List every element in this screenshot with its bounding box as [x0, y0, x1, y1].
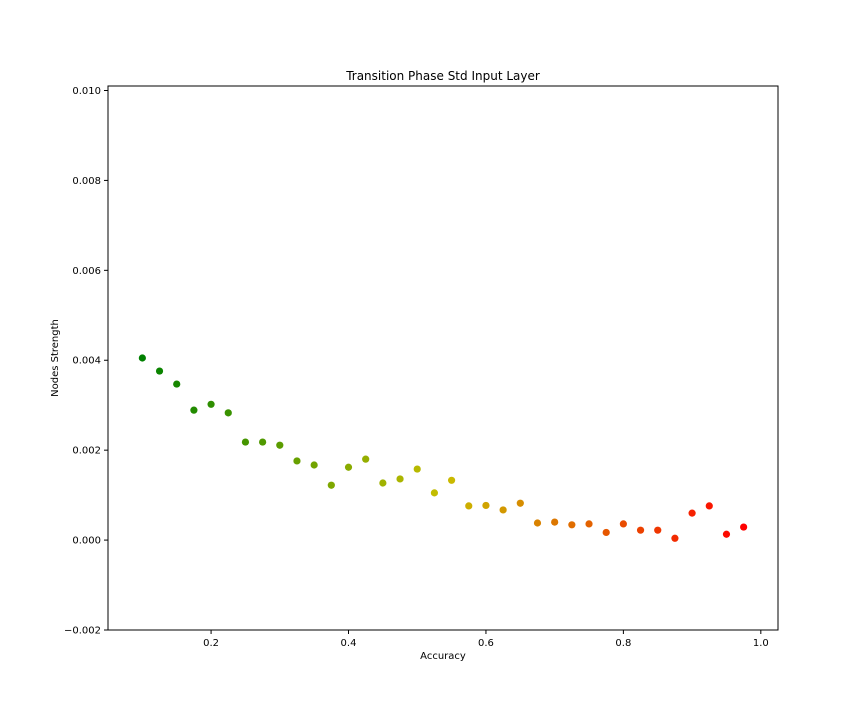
data-point — [190, 406, 198, 414]
data-point — [327, 481, 335, 489]
x-axis-ticks: 0.2 0.4 0.6 0.8 1.0 — [203, 630, 769, 649]
data-point — [551, 518, 559, 526]
data-point — [173, 380, 181, 388]
data-point — [722, 530, 731, 538]
data-point — [259, 438, 267, 446]
data-point — [585, 520, 593, 528]
y-tick-label: 0.000 — [72, 536, 101, 547]
data-point — [654, 526, 662, 534]
data-point — [619, 520, 627, 528]
data-point — [276, 441, 284, 449]
data-point — [533, 519, 542, 527]
data-point — [207, 400, 215, 408]
data-point — [447, 476, 456, 484]
y-axis-ticks: −0.002 0.000 0.002 0.004 0.006 0.008 0.010 — [64, 86, 108, 637]
chart-title: Transition Phase Std Input Layer — [345, 69, 540, 83]
data-point — [396, 475, 404, 483]
data-point — [516, 499, 524, 507]
data-point — [740, 523, 748, 531]
data-point — [688, 509, 696, 517]
data-point — [344, 463, 353, 471]
data-point — [310, 461, 318, 469]
y-tick-label: −0.002 — [64, 626, 101, 637]
y-tick-label: 0.004 — [72, 356, 101, 367]
data-point — [636, 526, 645, 534]
data-point — [482, 501, 490, 510]
data-point — [224, 409, 232, 417]
data-point — [465, 502, 473, 510]
data-point — [155, 367, 164, 375]
x-tick-label: 1.0 — [753, 638, 769, 649]
y-tick-label: 0.010 — [72, 86, 101, 97]
data-point — [568, 521, 576, 529]
data-point — [413, 465, 421, 473]
data-point — [705, 502, 713, 510]
y-tick-label: 0.002 — [72, 446, 101, 457]
x-tick-label: 0.8 — [615, 638, 631, 649]
y-tick-label: 0.008 — [72, 176, 101, 187]
data-point — [671, 534, 679, 542]
data-point — [362, 455, 370, 463]
x-tick-label: 0.6 — [478, 638, 494, 649]
x-tick-label: 0.4 — [341, 638, 357, 649]
data-point — [241, 438, 250, 446]
plot-area-frame — [107, 85, 779, 631]
data-point — [293, 457, 301, 465]
x-tick-label: 0.2 — [203, 638, 219, 649]
x-axis-label: Accuracy — [420, 651, 466, 662]
data-point — [602, 528, 610, 537]
data-points — [138, 354, 748, 542]
data-point — [499, 506, 507, 514]
data-point — [379, 479, 387, 487]
y-axis-label: Nodes Strength — [50, 319, 61, 397]
y-tick-label: 0.006 — [72, 266, 101, 277]
data-point — [430, 489, 439, 497]
data-point — [138, 354, 146, 362]
